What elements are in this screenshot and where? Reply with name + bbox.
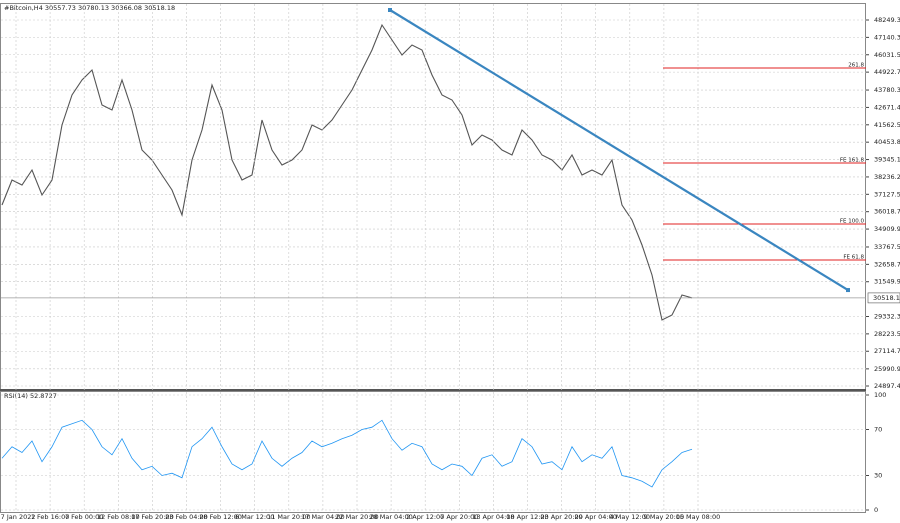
current-price-box [867,292,900,304]
x-tick-label: 1 Feb 16:00 [31,513,70,521]
x-tick-label: 18 Apr 12:00 [506,513,548,521]
trendline-handle [388,7,392,12]
series-line [1,23,693,321]
x-tick-label: 22 Mar 20:00 [335,513,378,521]
x-tick-label: 29 Apr 04:00 [575,513,617,521]
y-tick-label: 24897.40 [874,382,900,390]
series-line [1,419,693,488]
x-tick-label: 27 Jan 2022 [0,513,35,521]
y-tick-label: 42671.40 [874,103,900,111]
fib-label: FE 100.0 [840,219,865,225]
y-tick-label: 31549.90 [874,278,900,286]
y-tick-label: 41562.50 [874,121,900,129]
y-tick-label: 34909.90 [874,225,900,233]
trendline-handle [846,288,850,293]
x-tick-label: 17 Feb 20:00 [131,513,174,521]
x-tick-label: 7 Apr 20:00 [440,513,478,521]
y-tick-label: 43780.30 [874,86,900,94]
y-tick-label: 0 [874,506,878,514]
y-tick-label: 48249.35 [874,16,900,24]
y-tick-label: 46031.50 [874,51,900,59]
rsi-title: RSI(14) 52.8727 [4,392,57,400]
x-tick-label: 12 Feb 08:00 [97,513,140,521]
x-tick-label: 13 Apr 04:00 [472,513,514,521]
x-tick-label: 17 Mar 04:00 [301,513,344,521]
x-tick-label: 9 May 20:00 [644,513,684,521]
rsi-panel [0,391,866,513]
y-tick-label: 36018.70 [874,208,900,216]
x-tick-label: 28 Feb 12:00 [199,513,242,521]
x-tick-label: 2 Apr 12:00 [406,513,444,521]
y-tick-label: 28223.50 [874,330,900,338]
current-price-label: 30518.18 [873,294,900,302]
y-tick-label: 30 [874,472,882,480]
y-tick-label: 39345.10 [874,156,900,164]
x-tick-label: 15 May 08:00 [676,513,721,521]
y-tick-label: 27114.70 [874,347,900,355]
chart-title: #Bitcoin,H4 30557.73 30780.13 30366.08 3… [4,4,175,12]
x-tick-label: 6 Mar 12:00 [235,513,274,521]
y-tick-label: 100 [874,391,886,399]
y-tick-label: 44922.70 [874,68,900,76]
y-tick-label: 25990.90 [874,365,900,373]
x-tick-label: 11 Mar 20:00 [267,513,310,521]
x-tick-label: 23 Apr 20:00 [540,513,582,521]
y-tick-label: 37127.50 [874,190,900,198]
y-tick-label: 33767.50 [874,243,900,251]
y-tick-label: 70 [874,426,882,434]
fib-label: FE 61.8 [843,255,864,261]
y-tick-label: 47140.30 [874,33,900,41]
y-tick-label: 32658.70 [874,260,900,268]
x-tick-label: 7 Feb 00:00 [65,513,104,521]
x-tick-label: 4 May 12:00 [610,513,650,521]
trendline [389,9,849,291]
fib-label: 261.8 [848,63,864,69]
y-tick-label: 40453.80 [874,138,900,146]
x-tick-label: 28 Mar 04:00 [369,513,412,521]
y-tick-label: 29332.30 [874,312,900,320]
x-tick-label: 23 Feb 04:00 [165,513,208,521]
fib-label: FE 161.8 [840,158,865,164]
y-tick-label: 38236.20 [874,173,900,181]
